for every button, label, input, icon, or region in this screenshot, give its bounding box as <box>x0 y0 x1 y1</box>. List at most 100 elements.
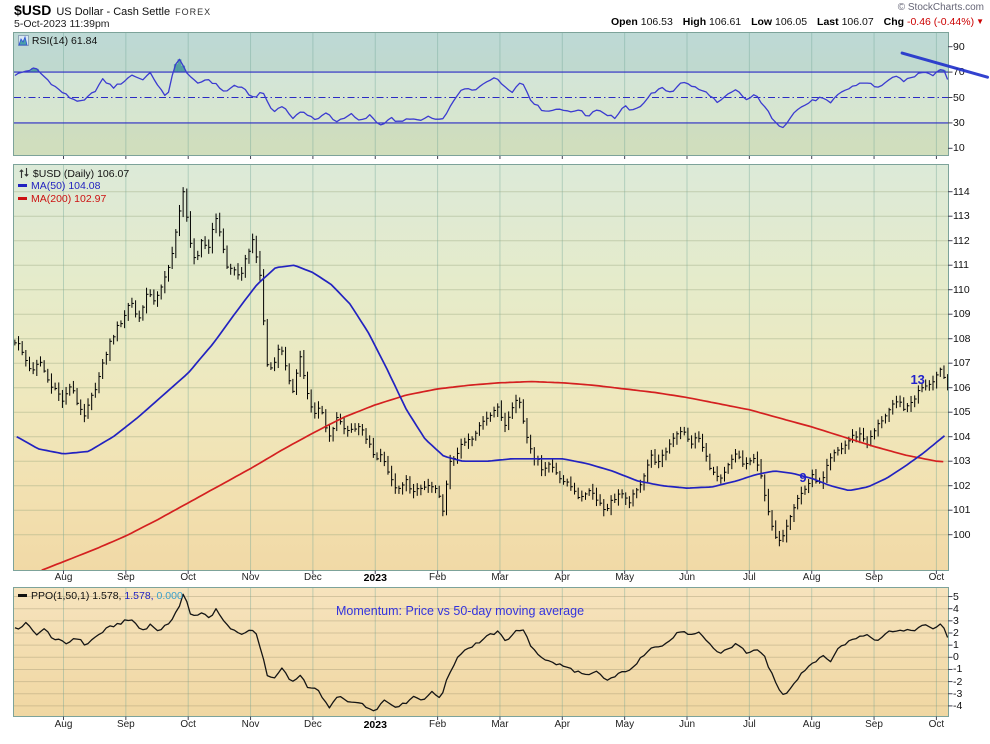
y-axis-label: 106 <box>953 381 971 394</box>
quote-line: Open 106.53 High 106.61 Low 106.05 Last … <box>604 16 984 28</box>
y-axis-label: 50 <box>953 91 965 104</box>
low-value: 106.05 <box>775 16 808 28</box>
x-axis-label: Apr <box>554 719 571 730</box>
x-axis-label: Oct <box>180 719 196 730</box>
y-axis-label: 2 <box>953 627 959 639</box>
x-axis-label: Sep <box>865 719 883 730</box>
y-axis-label: 10 <box>953 142 965 155</box>
x-axis-label: Oct <box>928 719 945 730</box>
ma200-legend: MA(200) 102.97 <box>18 193 106 205</box>
ma50-legend-label: MA(50) 104.08 <box>31 180 101 192</box>
ppo-swatch-icon <box>18 594 27 597</box>
high-value: 106.61 <box>709 16 742 28</box>
x-axis-label: Feb <box>428 572 447 583</box>
ma200-swatch-icon <box>18 197 27 200</box>
x-axis-label: Aug <box>802 719 821 730</box>
x-axis-label: 2023 <box>363 719 387 731</box>
symbol: $USD <box>14 2 52 18</box>
timestamp: 5-Oct-2023 11:39pm <box>14 18 110 30</box>
open-label: Open <box>610 16 638 28</box>
x-axis-label: Mar <box>491 572 509 583</box>
ppo-panel <box>13 587 949 717</box>
high-label: High <box>682 16 707 28</box>
x-axis-label: Dec <box>303 572 322 583</box>
ppo-legend-value3: 0.000 <box>156 590 183 602</box>
rsi-indicator-icon <box>18 35 29 46</box>
price-panel <box>13 164 949 571</box>
wave-count-annotation: 13 <box>910 372 925 388</box>
exchange: FOREX <box>175 7 212 17</box>
y-axis-label: -4 <box>953 699 963 712</box>
x-axis-label: Sep <box>116 719 135 730</box>
y-axis-label: 109 <box>953 308 971 321</box>
y-axis-label: 0 <box>953 651 959 664</box>
y-axis-label: 1 <box>953 639 959 652</box>
ma200-legend-label: MA(200) 102.97 <box>31 193 107 205</box>
y-axis-label: 105 <box>953 406 971 419</box>
rsi-legend-label: RSI(14) 61.84 <box>31 35 98 47</box>
candlestick-icon <box>19 168 29 178</box>
momentum-annotation: Momentum: Price vs 50-day moving average <box>336 603 585 618</box>
y-axis-label: 100 <box>953 528 971 541</box>
copyright: © StockCharts.com <box>897 2 984 13</box>
y-axis-label: -2 <box>953 675 963 688</box>
ma50-swatch-icon <box>18 184 27 187</box>
price-legend-label: $USD (Daily) 106.07 <box>32 168 130 180</box>
x-axis-label: Jun <box>678 719 696 730</box>
last-value: 106.07 <box>841 16 874 28</box>
down-triangle-icon: ▼ <box>976 17 984 26</box>
rsi-panel <box>13 32 949 156</box>
x-axis-label: Jul <box>742 572 756 583</box>
symbol-name: US Dollar - Cash Settle <box>56 6 171 18</box>
x-axis-label: Dec <box>303 719 322 730</box>
price-legend-symbol: $USD (Daily) 106.07 <box>18 167 129 180</box>
ppo-legend-label: PPO(1,50,1) 1.578, <box>31 590 122 602</box>
x-axis-label: Aug <box>54 572 73 583</box>
rsi-legend: RSI(14) 61.84 <box>18 35 97 47</box>
y-axis-label: -3 <box>953 687 963 700</box>
x-axis-label: Nov <box>241 572 260 583</box>
y-axis-label: 101 <box>953 504 971 517</box>
x-axis-label: Apr <box>554 572 571 583</box>
chart-title: $USD US Dollar - Cash Settle FOREX <box>14 2 211 20</box>
y-axis-label: 113 <box>953 210 970 223</box>
x-axis-label: Jul <box>742 719 756 730</box>
x-axis-label: Nov <box>241 719 260 730</box>
x-axis-label: Aug <box>54 719 73 730</box>
wave-count-annotation: 9 <box>799 470 807 486</box>
y-axis-label: 114 <box>953 185 970 198</box>
y-axis-label: 3 <box>953 614 959 627</box>
y-axis-label: 103 <box>953 455 971 468</box>
y-axis-label: -1 <box>953 663 963 676</box>
x-axis-label: May <box>615 719 635 730</box>
x-axis-label: Mar <box>491 719 509 730</box>
y-axis-label: 112 <box>953 234 970 247</box>
ppo-legend: PPO(1,50,1) 1.578, 1.578, 0.000 <box>18 590 183 602</box>
last-label: Last <box>817 16 839 28</box>
y-axis-label: 90 <box>953 40 965 53</box>
x-axis-label: Aug <box>802 572 821 583</box>
y-axis-label: 111 <box>953 259 969 272</box>
y-axis-label: 5 <box>953 590 959 603</box>
y-axis-label: 4 <box>953 602 959 615</box>
chg-label: Chg <box>883 16 905 28</box>
y-axis-label: 108 <box>953 332 971 345</box>
x-axis-label: Sep <box>865 572 883 583</box>
y-axis-label: 104 <box>953 430 971 443</box>
x-axis-label: Oct <box>928 572 945 583</box>
x-axis-label: May <box>615 572 635 583</box>
y-axis-label: 110 <box>953 283 970 296</box>
chg-value: -0.46 (-0.44%) <box>906 16 975 28</box>
ma50-legend: MA(50) 104.08 <box>18 180 100 192</box>
x-axis-label: Sep <box>116 572 135 583</box>
x-axis-label: Jun <box>678 572 696 583</box>
y-axis-label: 102 <box>953 479 971 492</box>
x-axis-label: Oct <box>180 572 196 583</box>
x-axis-label: Feb <box>428 719 447 730</box>
y-axis-label: 30 <box>953 116 965 129</box>
y-axis-label: 107 <box>953 357 971 370</box>
low-label: Low <box>751 16 773 28</box>
x-axis-label: 2023 <box>363 572 387 584</box>
y-axis-label: 70 <box>953 66 965 79</box>
